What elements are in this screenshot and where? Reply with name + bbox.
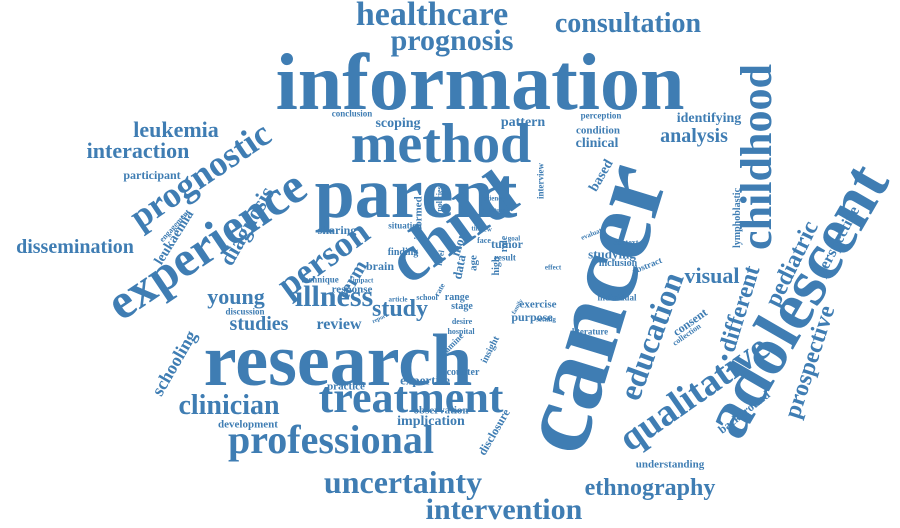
word-information: information xyxy=(275,39,685,127)
word-sharing: sharing xyxy=(317,223,357,237)
word-hospital: hospital xyxy=(447,327,475,336)
word-conclusion: conclusion xyxy=(331,108,373,119)
word-school: school xyxy=(416,293,438,302)
word-encounter: encounter xyxy=(436,367,480,378)
word-clinical: clinical xyxy=(575,136,619,151)
word-clinician: clinician xyxy=(178,390,280,421)
word-range: range xyxy=(444,292,470,303)
word-view: view xyxy=(478,225,492,234)
word-intervention: intervention xyxy=(425,493,583,526)
word-effect: effect xyxy=(544,263,562,272)
word-expertise: expertise xyxy=(400,372,450,388)
word-healthcare: healthcare xyxy=(355,0,509,33)
word-young: young xyxy=(207,284,265,309)
word-purpose: purpose xyxy=(511,310,553,324)
word-observation: observation xyxy=(413,404,469,417)
word-professional: professional xyxy=(228,417,434,462)
word-impact: impact xyxy=(352,276,374,285)
word-finding: finding xyxy=(387,247,419,258)
word-studies: studies xyxy=(229,313,289,335)
word-understanding: understanding xyxy=(635,458,705,471)
word-practice: practice xyxy=(327,380,365,393)
word-stage: stage xyxy=(451,301,473,312)
word-uncertainty: uncertainty xyxy=(323,464,483,500)
word-development: development xyxy=(218,418,278,431)
word-informed: informed xyxy=(412,196,425,240)
word-analysis: analysis xyxy=(660,125,728,147)
word-individual: individual xyxy=(597,292,637,303)
word-schooling: schooling xyxy=(147,326,201,400)
word-leukemia: leukemia xyxy=(133,117,219,142)
word-treatment: treatment xyxy=(318,373,504,422)
word-implication: implication xyxy=(397,414,465,429)
word-prognosis: prognosis xyxy=(390,24,514,57)
word-time: time xyxy=(471,224,485,233)
word-dissemination: dissemination xyxy=(16,236,134,258)
word-science: science xyxy=(483,194,505,203)
word-article: article xyxy=(388,295,408,304)
word-studying: studying xyxy=(588,246,636,262)
word-interview: interview xyxy=(535,163,546,199)
word-interaction: interaction xyxy=(86,138,190,163)
word-review: review xyxy=(316,316,362,333)
word-condition: condition xyxy=(575,124,621,137)
word-inclusion: inclusion xyxy=(598,258,638,269)
word-response: response xyxy=(331,283,373,296)
word-brain: brain xyxy=(365,259,395,273)
word-policies: policies xyxy=(435,186,444,212)
word-visual: visual xyxy=(684,263,740,288)
word-age: age xyxy=(467,255,480,271)
word-future: future xyxy=(489,208,505,214)
word-result: result xyxy=(494,252,516,263)
word-lymphoblastic: lymphoblastic xyxy=(732,187,743,249)
word-exercise: exercise xyxy=(519,298,557,311)
word-method: method xyxy=(350,113,532,175)
word-tumor: tumor xyxy=(491,237,523,251)
word-insight: insight xyxy=(479,334,503,366)
word-participant: participant xyxy=(123,168,181,182)
word-scoping: scoping xyxy=(375,116,421,131)
word-face: face xyxy=(477,236,491,245)
word-pattern: pattern xyxy=(500,115,546,130)
word-context: context xyxy=(613,238,639,247)
word-perception: perception xyxy=(580,110,622,121)
word-data: data xyxy=(449,253,469,281)
word-setting: setting xyxy=(536,315,556,324)
word-discussion: discussion xyxy=(225,306,265,317)
word-goal: goal xyxy=(507,234,521,243)
word-ethnography: ethnography xyxy=(584,475,716,501)
word-technique: technique xyxy=(301,274,339,285)
word-desire: desire xyxy=(451,317,473,326)
word-parent: parent xyxy=(314,153,518,233)
word-research: research xyxy=(203,320,473,402)
word-identifying: identifying xyxy=(676,111,742,126)
word-illness: illness xyxy=(294,280,374,313)
word-study: study xyxy=(371,296,429,322)
word-consultation: consultation xyxy=(554,8,702,39)
word-situation: situation xyxy=(388,220,422,231)
word-literature: literature xyxy=(571,326,609,337)
